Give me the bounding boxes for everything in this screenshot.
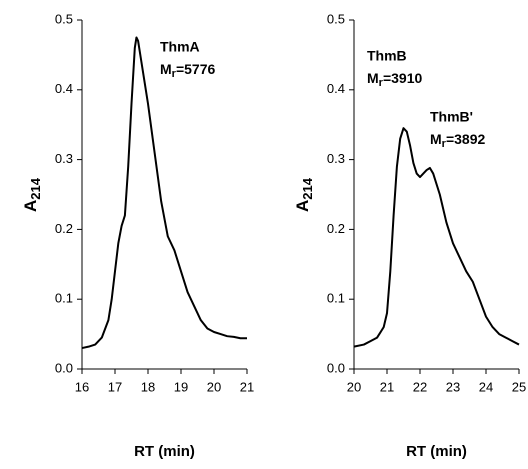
y-axis-label-subscript: 214 (300, 177, 315, 199)
y-axis-label-subscript: 214 (28, 177, 43, 199)
x-tick-label: 22 (413, 379, 427, 394)
line-series (81, 36, 247, 350)
x-tick-label: 16 (75, 379, 89, 394)
mass-symbol: M (367, 70, 379, 86)
x-axis-label: RT (min) (406, 443, 467, 460)
annotation-label: ThmB (367, 48, 407, 64)
y-axis-label-text: A (21, 200, 40, 212)
y-tick-label: 0.5 (327, 11, 345, 26)
y-tick-label: 0.5 (55, 11, 73, 26)
annotation-label: ThmB' (430, 109, 473, 125)
y-tick-label: 0.1 (327, 291, 345, 306)
x-tick-label: 20 (207, 379, 221, 394)
mass-subscript: r (172, 68, 177, 80)
y-axis-label: A214 (293, 177, 315, 212)
x-axis-label: RT (min) (134, 443, 195, 460)
y-tick-label: 0.0 (327, 360, 345, 375)
mass-value: =3910 (383, 70, 423, 86)
mass-symbol: M (430, 131, 442, 147)
mass-symbol: M (160, 61, 172, 77)
y-tick-label: 0.4 (327, 81, 345, 96)
line-series (353, 127, 520, 348)
mass-subscript: r (442, 138, 447, 150)
annotation-label: ThmA (160, 39, 200, 55)
mass-value: =5776 (176, 61, 216, 77)
x-tick-label: 21 (380, 379, 394, 394)
y-tick-label: 0.2 (55, 221, 73, 236)
y-axis-label-text: A (293, 200, 312, 212)
annotation-mass: Mr=5776 (160, 61, 215, 80)
mass-value: =3892 (446, 131, 486, 147)
x-tick-label: 23 (446, 379, 460, 394)
x-tick-label: 17 (108, 379, 122, 394)
x-tick-label: 25 (512, 379, 526, 394)
annotation-mass: Mr=3910 (367, 70, 422, 89)
y-tick-label: 0.3 (55, 151, 73, 166)
x-tick-label: 20 (347, 379, 361, 394)
x-tick-label: 18 (141, 379, 155, 394)
x-tick-label: 24 (479, 379, 493, 394)
y-tick-label: 0.4 (55, 81, 73, 96)
y-tick-label: 0.0 (55, 360, 73, 375)
y-tick-label: 0.2 (327, 221, 345, 236)
annotation-mass: Mr=3892 (430, 131, 485, 150)
x-tick-label: 21 (240, 379, 254, 394)
y-tick-label: 0.3 (327, 151, 345, 166)
mass-subscript: r (379, 77, 384, 89)
x-tick-label: 19 (174, 379, 188, 394)
y-tick-label: 0.1 (55, 291, 73, 306)
y-axis-label: A214 (21, 177, 43, 212)
